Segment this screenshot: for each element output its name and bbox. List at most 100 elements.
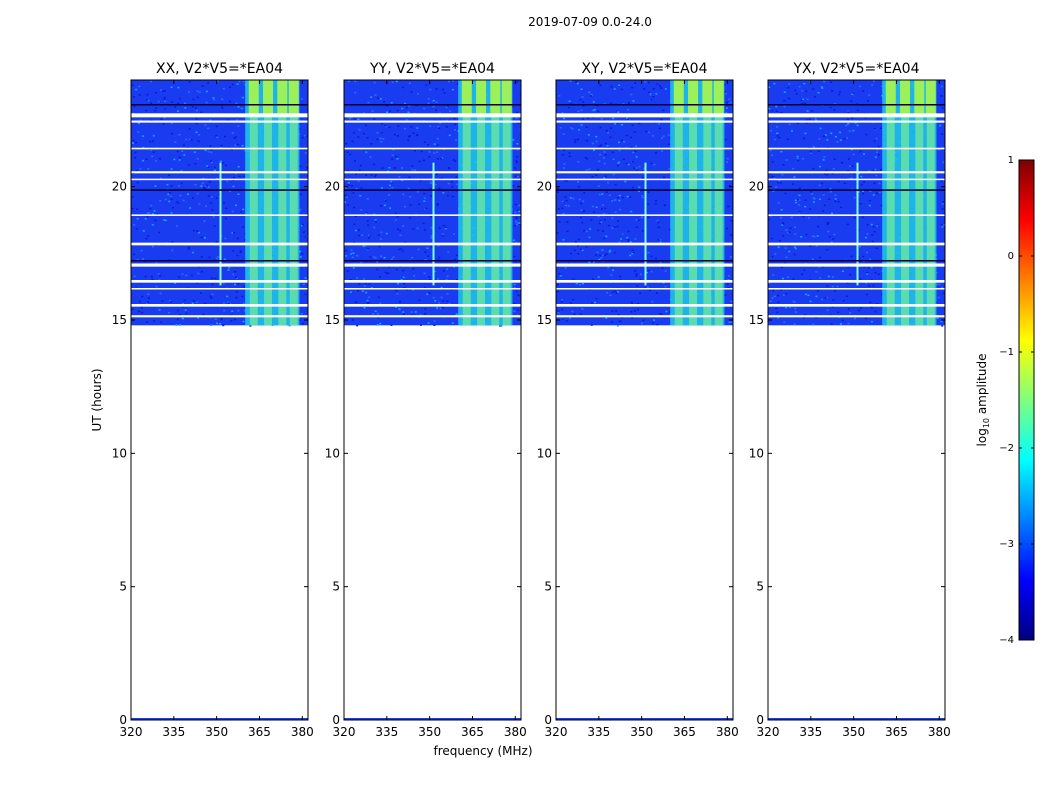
colorbar-tick-label: −3 — [999, 539, 1014, 550]
x-tick-label: 335 — [799, 725, 822, 739]
data-gap-1 — [556, 113, 733, 118]
data-gap-12 — [768, 315, 945, 318]
y-tick-label: 5 — [544, 580, 552, 594]
axes-frame — [130, 79, 309, 721]
data-gap-10 — [344, 288, 521, 290]
colorbar-tick-label: 0 — [1008, 251, 1014, 262]
x-tick-label: 320 — [545, 725, 568, 739]
spectrogram-image — [131, 80, 308, 720]
axes-frame — [767, 79, 946, 721]
bright-channel-1 — [249, 114, 258, 326]
y-tick-label: 20 — [325, 180, 340, 194]
bright-channel-4 — [289, 114, 298, 326]
bright-channel-1 — [462, 114, 471, 326]
data-gap-10 — [768, 288, 945, 290]
y-tick-label: 15 — [749, 313, 764, 327]
x-tick-label: 365 — [673, 725, 696, 739]
data-gap-11 — [556, 304, 733, 307]
bright-channel-2 — [901, 114, 910, 326]
x-tick-label: 350 — [418, 725, 441, 739]
data-gap-6 — [131, 214, 308, 216]
data-gap-11 — [131, 304, 308, 307]
x-tick-label: 380 — [504, 725, 527, 739]
data-gap-8 — [556, 263, 733, 267]
dark-line-2 — [556, 189, 733, 191]
colorbar-gradient — [1018, 159, 1035, 641]
bright-channel-1 — [674, 114, 683, 326]
x-tick-label: 365 — [885, 725, 908, 739]
y-tick-label: 10 — [112, 446, 127, 460]
y-tick-label: 0 — [332, 713, 340, 727]
data-gap-9 — [556, 280, 733, 283]
y-tick-label: 0 — [756, 713, 764, 727]
y-tick-label: 15 — [537, 313, 552, 327]
bright-channel-top-3 — [702, 80, 713, 115]
data-gap-10 — [131, 288, 308, 290]
dark-line-1 — [344, 104, 521, 106]
x-tick-label: 320 — [757, 725, 780, 739]
x-tick-label: 335 — [162, 725, 185, 739]
colorbar-tick-label: −2 — [999, 443, 1014, 454]
x-tick-label: 320 — [120, 725, 143, 739]
data-gap-11 — [344, 304, 521, 307]
panel-title: XX, V2*V5=*EA04 — [156, 61, 283, 77]
axes-frame — [343, 79, 522, 721]
narrow-rfi-line — [219, 162, 222, 286]
data-gap-2 — [556, 120, 733, 123]
bright-channel-top-3 — [490, 80, 501, 115]
x-tick-label: 365 — [248, 725, 271, 739]
y-tick-label: 10 — [749, 446, 764, 460]
data-gap-5 — [131, 178, 308, 181]
bright-channel-top-2 — [688, 80, 699, 115]
colorbar-tick-label: −1 — [999, 347, 1014, 358]
bright-channel-4 — [926, 114, 935, 326]
data-gap-2 — [344, 120, 521, 123]
x-tick-label: 380 — [291, 725, 314, 739]
y-tick-label: 20 — [749, 180, 764, 194]
bright-channel-3 — [703, 114, 712, 326]
data-gap-4 — [768, 171, 945, 174]
y-tick-label: 20 — [537, 180, 552, 194]
data-gap-6 — [556, 214, 733, 216]
y-tick-label: 5 — [756, 580, 764, 594]
data-gap-4 — [344, 171, 521, 174]
panel-2: 320 335 350 365 380 0 5 10 15 20 YY, V2*V5=*EA04 fr… — [325, 61, 533, 758]
data-gap-8 — [768, 263, 945, 267]
colorbar-tick-label: 1 — [1008, 155, 1014, 166]
data-gap-3 — [768, 147, 945, 150]
panel-title: YX, V2*V5=*EA04 — [793, 61, 920, 77]
data-gap-1 — [768, 113, 945, 118]
bright-channel-top-2 — [900, 80, 911, 115]
bright-channel-top-2 — [476, 80, 487, 115]
bottom-trace — [768, 718, 945, 720]
panel-title: XY, V2*V5=*EA04 — [582, 61, 708, 77]
panel-1: 320 335 350 365 380 0 5 10 15 20 XX, V2*V5=*EA04 UT… — [90, 61, 314, 739]
data-gap-7 — [131, 242, 308, 246]
bright-channel-3 — [491, 114, 500, 326]
spectrogram-image — [556, 80, 733, 720]
bright-channel-top-4 — [713, 80, 724, 115]
x-axis-label: frequency (MHz) — [433, 744, 532, 758]
narrow-rfi-line — [644, 162, 647, 286]
panel-title: YY, V2*V5=*EA04 — [369, 61, 495, 77]
x-tick-label: 380 — [716, 725, 739, 739]
panel-3: 320 335 350 365 380 0 5 10 15 20 XY, V2*V5=*EA04 — [537, 61, 739, 739]
data-gap-5 — [768, 178, 945, 181]
bright-channel-top-3 — [914, 80, 925, 115]
x-tick-label: 335 — [375, 725, 398, 739]
data-gap-2 — [768, 120, 945, 123]
y-tick-label: 5 — [119, 580, 127, 594]
panels: 320 335 350 365 380 0 5 10 15 20 XX, V2*V5=*EA04 UT… — [90, 61, 951, 758]
x-tick-label: 350 — [630, 725, 653, 739]
data-gap-9 — [344, 280, 521, 283]
x-tick-label: 350 — [842, 725, 865, 739]
data-gap-3 — [131, 147, 308, 150]
data-gap-9 — [768, 280, 945, 283]
x-tick-label: 335 — [587, 725, 610, 739]
axes-frame — [555, 79, 734, 721]
data-gap-12 — [131, 315, 308, 318]
bright-channel-3 — [278, 114, 287, 326]
bottom-trace — [131, 718, 308, 720]
x-tick-label: 380 — [928, 725, 951, 739]
